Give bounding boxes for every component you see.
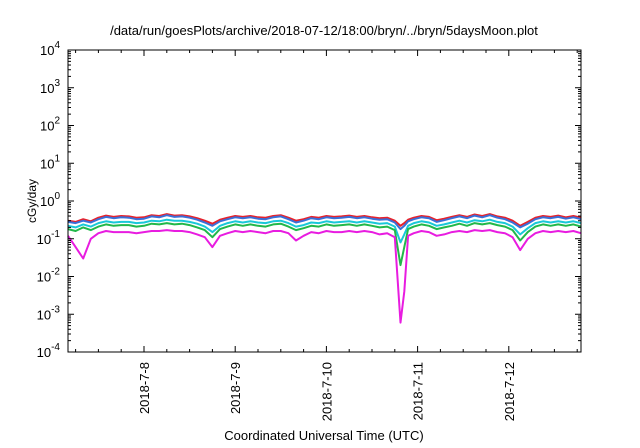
y-tick-label: 10-1 — [37, 229, 61, 247]
series-line-4 — [67, 222, 582, 267]
x-tick-label: 2018-7-12 — [502, 362, 517, 421]
series-line-3 — [67, 218, 582, 244]
y-tick-label: 101 — [40, 153, 60, 171]
y-axis-label: cGy/day — [25, 179, 39, 223]
y-tick-label: 104 — [40, 40, 60, 58]
series-group — [67, 213, 582, 324]
y-tick-label: 10-3 — [37, 304, 61, 322]
chart-title: /data/run/goesPlots/archive/2018-07-12/1… — [110, 23, 538, 38]
y-tick-label: 100 — [40, 191, 60, 209]
series-line-2 — [67, 214, 582, 231]
series-line-1 — [67, 213, 582, 227]
x-axis-label: Coordinated Universal Time (UTC) — [224, 428, 423, 443]
plot-area-border — [67, 49, 582, 353]
x-tick-label: 2018-7-10 — [319, 362, 334, 421]
x-tick-label: 2018-7-11 — [411, 362, 426, 420]
series-line-5 — [67, 229, 582, 324]
x-tick-label: 2018-7-9 — [228, 362, 243, 414]
y-tick-label: 103 — [40, 78, 60, 96]
y-tick-label: 10-2 — [37, 267, 61, 285]
x-tick-label: 2018-7-8 — [137, 362, 152, 414]
ticks-group: 10-4 10-3 10-2 10-1 100 101 102 103 104 2018-7-8 2… — [37, 40, 581, 421]
y-tick-label: 102 — [40, 116, 60, 134]
y-tick-label: 10-4 — [37, 342, 61, 360]
